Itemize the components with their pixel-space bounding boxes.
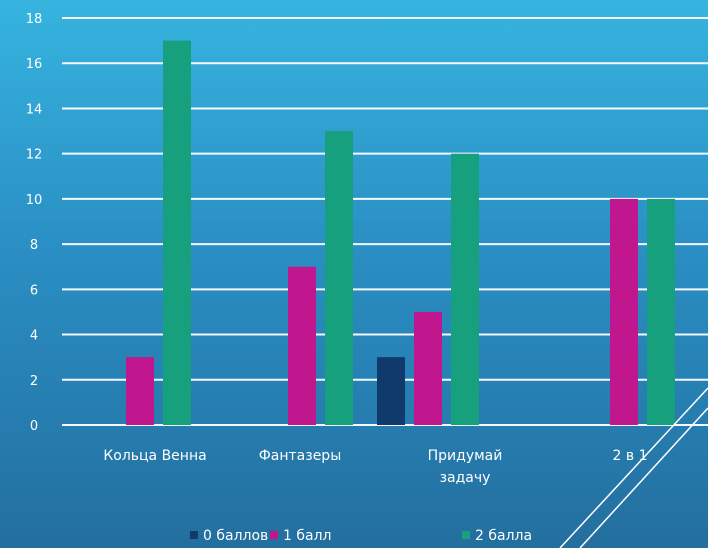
legend-label: 2 балла bbox=[475, 528, 532, 544]
decorative-line bbox=[559, 387, 708, 548]
y-tick-label: 0 bbox=[30, 419, 38, 434]
bar bbox=[414, 311, 442, 425]
x-tick-label: Фантазеры bbox=[259, 448, 342, 464]
bar bbox=[163, 40, 191, 425]
bar bbox=[325, 131, 353, 426]
x-tick-label: Кольца Венна bbox=[103, 448, 206, 464]
bar bbox=[647, 198, 675, 425]
y-tick-label: 8 bbox=[30, 238, 38, 253]
x-tick-label: Придумай задачу bbox=[428, 448, 503, 486]
y-tick-label: 2 bbox=[30, 374, 38, 389]
bar bbox=[126, 357, 154, 425]
legend-label: 0 баллов bbox=[203, 528, 268, 544]
y-tick-label: 16 bbox=[26, 57, 43, 72]
y-tick-label: 18 bbox=[26, 12, 43, 27]
x-tick-label: 2 в 1 bbox=[613, 448, 648, 464]
legend-swatch bbox=[462, 531, 470, 539]
decorative-line bbox=[579, 407, 708, 548]
bar bbox=[451, 153, 479, 425]
bar bbox=[377, 357, 405, 425]
bar bbox=[288, 266, 316, 425]
bar bbox=[610, 198, 638, 425]
y-tick-label: 4 bbox=[30, 329, 38, 344]
legend-swatch bbox=[270, 531, 278, 539]
y-tick-label: 10 bbox=[26, 193, 43, 208]
y-tick-label: 12 bbox=[26, 148, 43, 163]
legend-label: 1 балл bbox=[283, 528, 331, 544]
y-tick-label: 6 bbox=[30, 283, 38, 298]
legend-swatch bbox=[190, 531, 198, 539]
y-tick-label: 14 bbox=[26, 102, 43, 117]
